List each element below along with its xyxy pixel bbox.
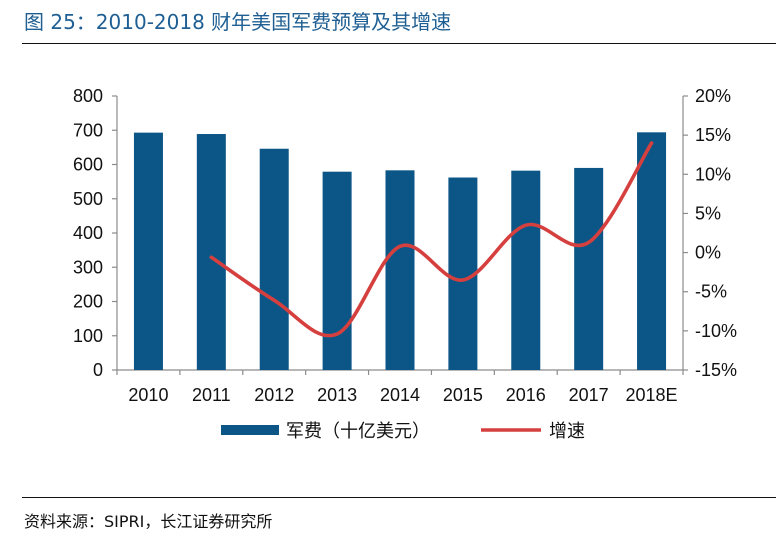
bar-military-spending (511, 170, 541, 370)
legend: 军费（十亿美元） 增速 (221, 421, 585, 442)
y-tick-label-left: 0 (93, 360, 103, 380)
title-divider (22, 43, 776, 44)
legend-label-line: 增速 (549, 421, 585, 442)
y-tick-label-left: 400 (73, 223, 103, 243)
bar-military-spending (133, 132, 163, 370)
y-tick-label-right: 5% (695, 203, 721, 223)
bar-military-spending (637, 132, 667, 370)
bar-military-spending (385, 170, 415, 370)
y-tick-label-right: -5% (695, 282, 727, 302)
legend-label-bars: 军费（十亿美元） (286, 421, 430, 442)
y-tick-label-left: 800 (73, 86, 103, 106)
y-tick-label-right: -15% (695, 360, 737, 380)
x-tick-label: 2013 (317, 385, 357, 405)
y-tick-label-right: 10% (695, 164, 731, 184)
y-tick-label-left: 600 (73, 155, 103, 175)
y-tick-label-left: 300 (73, 257, 103, 277)
x-tick-label: 2017 (569, 385, 609, 405)
bar-military-spending (196, 134, 226, 370)
x-tick-label: 2015 (443, 385, 483, 405)
bars-layer (133, 132, 667, 370)
y-tick-label-left: 200 (73, 292, 103, 312)
x-tick-label: 2016 (506, 385, 546, 405)
source-note: 资料来源：SIPRI，长江证券研究所 (24, 512, 273, 531)
y-tick-label-left: 500 (73, 189, 103, 209)
axes-layer: 0 100 200 300 400 500 600 700 800 -15% -10% -5% 0% 5%… (73, 86, 737, 405)
y-tick-label-left: 100 (73, 326, 103, 346)
x-tick-label: 2012 (254, 385, 294, 405)
legend-swatch-bars (221, 425, 279, 435)
y-tick-label-left: 700 (73, 120, 103, 140)
growth-rate-line (209, 141, 654, 338)
y-tick-label-right: 20% (695, 86, 731, 106)
growth-line-layer (209, 141, 654, 338)
bar-line-combo-chart: 0 100 200 300 400 500 600 700 800 -15% -10% -5% 0% 5%… (73, 86, 737, 442)
source-divider (22, 497, 776, 498)
y-tick-label-right: -10% (695, 321, 737, 341)
bar-military-spending (574, 167, 604, 370)
x-tick-label: 2011 (192, 385, 231, 405)
x-tick-label: 2018E (626, 385, 678, 405)
bar-military-spending (322, 171, 352, 370)
x-tick-label: 2014 (380, 385, 420, 405)
y-tick-label-right: 0% (695, 243, 721, 263)
figure-title: 图 25：2010-2018 财年美国军费预算及其增速 (24, 10, 452, 34)
x-tick-label: 2010 (128, 385, 168, 405)
y-tick-label-right: 15% (695, 125, 731, 145)
bar-military-spending (259, 148, 289, 370)
